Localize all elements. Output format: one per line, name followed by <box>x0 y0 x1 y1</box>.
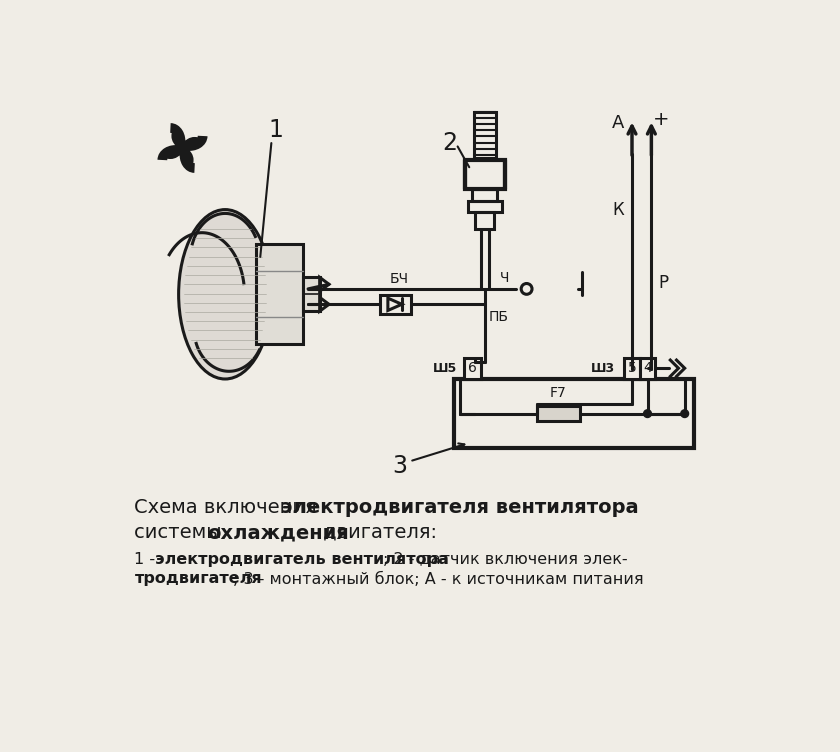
Bar <box>464 358 480 379</box>
Bar <box>640 358 655 379</box>
Text: Ш5: Ш5 <box>433 362 457 374</box>
Ellipse shape <box>179 210 271 379</box>
Bar <box>454 379 694 448</box>
Text: 5: 5 <box>627 361 637 375</box>
Circle shape <box>177 143 188 153</box>
Text: электродвигатель вентилятора: электродвигатель вентилятора <box>155 552 449 567</box>
Text: Ш3: Ш3 <box>591 362 615 374</box>
Text: A: A <box>612 114 624 132</box>
Text: Р: Р <box>659 274 669 292</box>
Text: 1: 1 <box>268 118 283 142</box>
Text: электродвигателя вентилятора: электродвигателя вентилятора <box>281 499 638 517</box>
Text: 3: 3 <box>392 454 407 478</box>
Text: 1 -: 1 - <box>134 552 160 567</box>
Text: Ч: Ч <box>500 271 509 285</box>
Text: тродвигателя: тродвигателя <box>134 572 262 587</box>
Text: ПБ: ПБ <box>489 310 509 323</box>
Circle shape <box>681 410 689 417</box>
Bar <box>302 277 320 311</box>
Bar <box>472 189 497 201</box>
Text: двигателя:: двигателя: <box>317 523 437 542</box>
Text: К: К <box>612 201 624 219</box>
Bar <box>465 159 505 189</box>
Text: 4: 4 <box>643 361 652 375</box>
Text: 6: 6 <box>468 361 477 375</box>
Text: +: + <box>653 110 669 129</box>
Text: ; 3 - монтажный блок; А - к источникам питания: ; 3 - монтажный блок; А - к источникам п… <box>234 572 644 587</box>
Bar <box>624 358 640 379</box>
Bar <box>474 112 496 158</box>
Bar <box>256 244 302 344</box>
Text: 2: 2 <box>443 131 457 155</box>
Circle shape <box>643 410 651 417</box>
Bar <box>475 212 494 229</box>
Bar <box>468 201 501 212</box>
Text: Схема включения: Схема включения <box>134 499 323 517</box>
Text: системы: системы <box>134 523 228 542</box>
Text: охлаждения: охлаждения <box>207 523 349 542</box>
Bar <box>381 295 411 314</box>
Text: ; 2 - датчик включения элек-: ; 2 - датчик включения элек- <box>382 552 627 567</box>
Text: F7: F7 <box>550 386 567 400</box>
Bar <box>537 406 580 421</box>
Text: БЧ: БЧ <box>390 272 409 286</box>
